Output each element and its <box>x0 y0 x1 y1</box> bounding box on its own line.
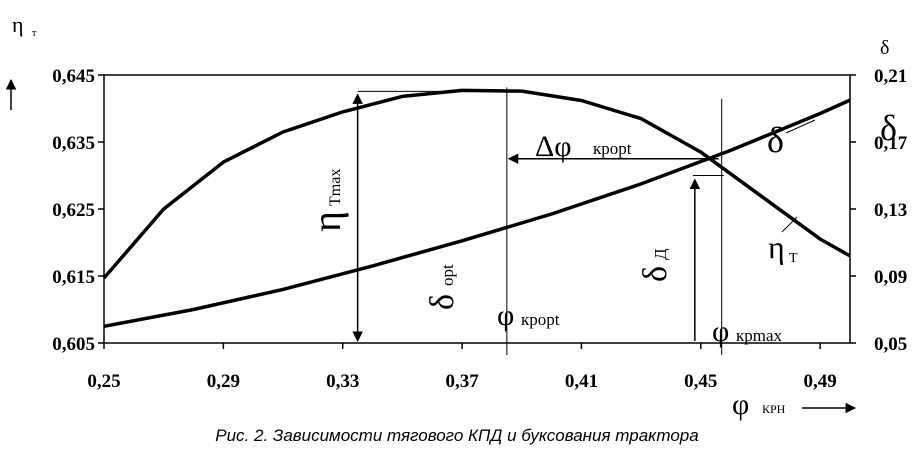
series-line-delta <box>103 98 851 329</box>
y-left-tick-label: 0,615 <box>52 267 95 288</box>
svg-text:кpopt: кpopt <box>593 139 632 158</box>
y-left-tick-label: 0,605 <box>52 334 95 355</box>
annotation-delta: δ <box>767 119 816 160</box>
annotation-eta-tmax: η Tmax <box>304 169 349 232</box>
svg-text:Tmax: Tmax <box>327 169 344 206</box>
x-tick-label: 0,33 <box>326 371 359 392</box>
svg-text:η: η <box>768 229 785 265</box>
y-left-ticks: 0,645 0,635 0,625 0,615 0,605 <box>52 66 104 355</box>
svg-text:Д: Д <box>651 248 670 260</box>
svg-text:η: η <box>304 211 349 232</box>
svg-text:φ: φ <box>732 388 749 421</box>
svg-text:φ: φ <box>497 299 514 332</box>
svg-text:т: т <box>32 28 37 39</box>
x-tick-label: 0,37 <box>445 371 479 392</box>
y-right-tick-label: 0,13 <box>874 200 907 221</box>
y-left-tick-label: 0,625 <box>52 200 95 221</box>
svg-text:δ: δ <box>424 294 461 310</box>
series-line-eta <box>102 88 851 280</box>
y-right-tick-label: 0,09 <box>874 267 907 288</box>
annotation-delta-phi: Δφ кpopt <box>535 130 632 163</box>
svg-text:кpmax: кpmax <box>736 326 783 345</box>
svg-text:T: T <box>789 251 798 266</box>
y-left-axis-label: η т <box>5 12 37 110</box>
svg-text:opt: opt <box>438 264 457 286</box>
annotation-delta-opt: δ opt <box>424 264 461 310</box>
annotation-delta-d: δ Д <box>637 248 674 282</box>
y-right-tick-label: 0,17 <box>874 133 908 154</box>
x-ticks: 0,25 0,29 0,33 0,37 0,41 0,45 0,49 <box>87 343 837 392</box>
x-tick-label: 0,49 <box>804 371 837 392</box>
figure-caption: Рис. 2. Зависимости тягового КПД и буксо… <box>215 426 699 445</box>
svg-text:КРН: КРН <box>762 402 786 416</box>
annotation-phi-krmax: φ кpmax <box>712 315 783 348</box>
x-tick-label: 0,25 <box>87 371 120 392</box>
y-right-ticks: 0,21 0,17 0,13 0,09 0,05 <box>850 66 908 355</box>
series-group <box>102 88 851 329</box>
x-axis-label: φ КРН <box>732 388 857 421</box>
svg-text:δ: δ <box>767 120 784 160</box>
x-tick-label: 0,45 <box>684 371 717 392</box>
svg-text:η: η <box>12 12 24 37</box>
y-left-tick-label: 0,635 <box>52 133 95 154</box>
svg-text:кpopt: кpopt <box>521 310 560 329</box>
x-tick-label: 0,41 <box>565 371 598 392</box>
svg-text:δ: δ <box>637 266 674 282</box>
svg-text:φ: φ <box>712 315 729 348</box>
y-right-axis-label: δ <box>880 37 889 59</box>
x-tick-label: 0,29 <box>207 371 240 392</box>
y-right-tick-label: 0,21 <box>874 66 907 87</box>
annotation-eta-t: η T <box>768 216 798 266</box>
y-right-tick-label: 0,05 <box>874 334 907 355</box>
svg-text:Δφ: Δφ <box>535 130 572 163</box>
annotation-delta-edge: δ <box>880 108 897 148</box>
y-left-tick-label: 0,645 <box>52 66 95 87</box>
annotation-phi-kropt: φ кpopt <box>497 299 560 332</box>
